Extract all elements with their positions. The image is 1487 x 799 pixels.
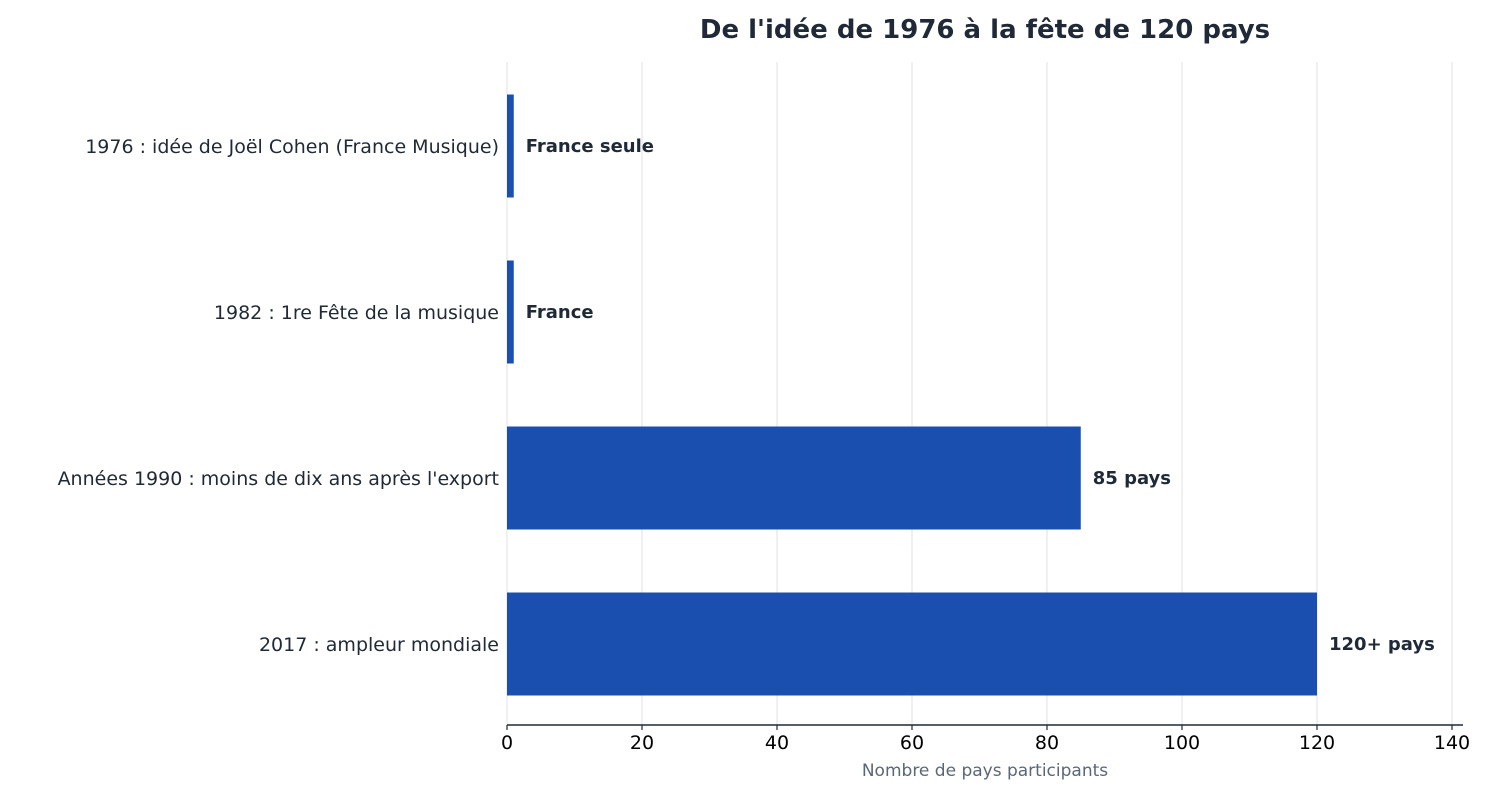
chart-title: De l'idée de 1976 à la fête de 120 pays <box>700 15 1270 45</box>
data-label: France seule <box>526 136 654 157</box>
x-tick-label: 80 <box>1035 732 1059 754</box>
data-label: 85 pays <box>1093 468 1171 489</box>
x-tick-label: 140 <box>1434 732 1470 754</box>
x-tick-label: 60 <box>900 732 924 754</box>
category-labels: 1976 : idée de Joël Cohen (France Musiqu… <box>58 136 499 656</box>
category-label: 1982 : 1re Fête de la musique <box>214 302 499 324</box>
bar <box>507 94 514 198</box>
category-label: 1976 : idée de Joël Cohen (France Musiqu… <box>85 136 499 158</box>
x-tick-label: 120 <box>1299 732 1335 754</box>
x-tick-label: 40 <box>765 732 789 754</box>
category-label: Années 1990 : moins de dix ans après l'e… <box>58 468 499 490</box>
data-label: 120+ pays <box>1329 634 1435 655</box>
data-labels: France seule France 85 pays 120+ pays <box>526 136 1435 655</box>
bars <box>507 94 1317 696</box>
x-axis-title: Nombre de pays participants <box>862 761 1108 781</box>
bar <box>507 260 514 364</box>
bar <box>507 592 1317 696</box>
x-tick-label: 100 <box>1164 732 1200 754</box>
bar <box>507 426 1081 530</box>
x-tick-label: 20 <box>630 732 654 754</box>
data-label: France <box>526 302 594 323</box>
x-tick-label: 0 <box>501 732 513 754</box>
category-label: 2017 : ampleur mondiale <box>259 634 499 656</box>
x-axis: 0 20 40 60 80 100 120 140 <box>501 724 1470 754</box>
grid-lines <box>506 62 1453 725</box>
